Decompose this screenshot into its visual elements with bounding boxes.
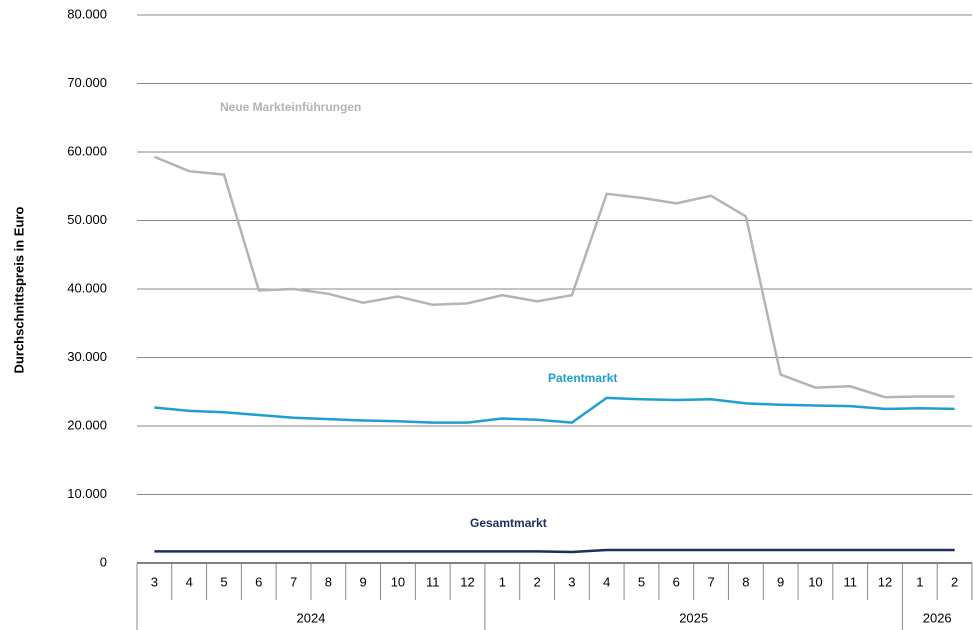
y-tick-label: 30.000 bbox=[67, 349, 107, 364]
x-tick-label: 10 bbox=[391, 574, 405, 589]
year-label: 2024 bbox=[296, 610, 325, 625]
x-tick-label: 11 bbox=[426, 574, 440, 589]
x-tick-label: 12 bbox=[878, 574, 892, 589]
x-tick-label: 6 bbox=[255, 574, 262, 589]
year-label: 2025 bbox=[679, 610, 708, 625]
series-line bbox=[153, 155, 955, 399]
series-line bbox=[154, 396, 955, 424]
series-label: Patentmarkt bbox=[548, 371, 617, 385]
y-axis-title: Durchschnittspreis in Euro bbox=[11, 207, 26, 374]
y-tick-label: 60.000 bbox=[67, 143, 107, 158]
y-tick-label: 40.000 bbox=[67, 280, 107, 295]
x-tick-label: 5 bbox=[638, 574, 645, 589]
x-tick-label: 4 bbox=[186, 574, 193, 589]
x-tick-label: 7 bbox=[290, 574, 297, 589]
x-tick-label: 4 bbox=[603, 574, 610, 589]
series-line bbox=[154, 548, 955, 554]
y-tick-label: 50.000 bbox=[67, 212, 107, 227]
x-tick-label: 2 bbox=[951, 574, 958, 589]
year-label: 2026 bbox=[923, 610, 952, 625]
y-tick-label: 70.000 bbox=[67, 75, 107, 90]
x-tick-label: 1 bbox=[499, 574, 506, 589]
x-tick-label: 11 bbox=[843, 574, 857, 589]
x-tick-label: 1 bbox=[916, 574, 923, 589]
x-tick-label: 6 bbox=[673, 574, 680, 589]
x-tick-label: 12 bbox=[460, 574, 474, 589]
y-tick-label: 80.000 bbox=[67, 6, 107, 21]
x-tick-label: 8 bbox=[325, 574, 332, 589]
x-tick-label: 10 bbox=[808, 574, 822, 589]
x-tick-label: 9 bbox=[360, 574, 367, 589]
y-tick-label: 20.000 bbox=[67, 417, 107, 432]
x-tick-label: 3 bbox=[568, 574, 575, 589]
x-tick-label: 2 bbox=[533, 574, 540, 589]
series-label: Gesamtmarkt bbox=[470, 516, 547, 530]
x-tick-label: 3 bbox=[151, 574, 158, 589]
x-tick-label: 7 bbox=[707, 574, 714, 589]
series-label: Neue Markteinführungen bbox=[220, 100, 361, 114]
x-tick-label: 5 bbox=[220, 574, 227, 589]
y-tick-label: 10.000 bbox=[67, 486, 107, 501]
y-tick-label: 0 bbox=[100, 554, 107, 569]
x-tick-label: 9 bbox=[777, 574, 784, 589]
x-tick-label: 8 bbox=[742, 574, 749, 589]
